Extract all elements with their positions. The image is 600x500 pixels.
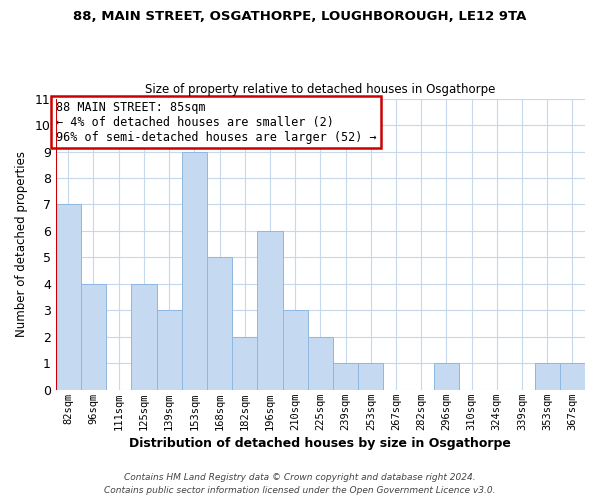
Bar: [434, 364, 459, 390]
Bar: [283, 310, 308, 390]
Bar: [56, 204, 81, 390]
Bar: [535, 364, 560, 390]
Bar: [358, 364, 383, 390]
Bar: [157, 310, 182, 390]
Bar: [131, 284, 157, 390]
Bar: [257, 231, 283, 390]
Bar: [81, 284, 106, 390]
Bar: [182, 152, 207, 390]
Text: Contains HM Land Registry data © Crown copyright and database right 2024.
Contai: Contains HM Land Registry data © Crown c…: [104, 474, 496, 495]
Text: 88 MAIN STREET: 85sqm
← 4% of detached houses are smaller (2)
96% of semi-detach: 88 MAIN STREET: 85sqm ← 4% of detached h…: [56, 100, 376, 144]
Text: 88, MAIN STREET, OSGATHORPE, LOUGHBOROUGH, LE12 9TA: 88, MAIN STREET, OSGATHORPE, LOUGHBOROUG…: [73, 10, 527, 23]
Title: Size of property relative to detached houses in Osgathorpe: Size of property relative to detached ho…: [145, 83, 496, 96]
Bar: [308, 337, 333, 390]
X-axis label: Distribution of detached houses by size in Osgathorpe: Distribution of detached houses by size …: [130, 437, 511, 450]
Bar: [232, 337, 257, 390]
Bar: [207, 258, 232, 390]
Bar: [333, 364, 358, 390]
Bar: [560, 364, 585, 390]
Y-axis label: Number of detached properties: Number of detached properties: [15, 151, 28, 337]
